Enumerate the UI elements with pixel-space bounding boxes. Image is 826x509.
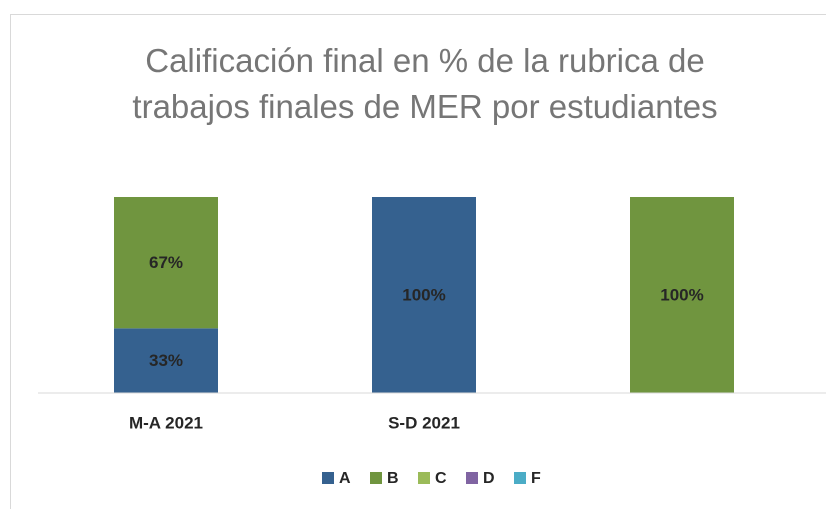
data-label: 33% — [149, 351, 183, 370]
chart-frame — [10, 14, 826, 509]
bar-segment — [114, 328, 218, 393]
x-tick-label: M-A 2021 — [129, 413, 203, 432]
bar-segment — [630, 197, 734, 393]
legend-swatch — [418, 472, 430, 484]
bar-segment — [372, 197, 476, 393]
legend-label: F — [531, 470, 541, 487]
legend-swatch — [514, 472, 526, 484]
bar-segment — [114, 197, 218, 329]
data-label: 100% — [660, 285, 703, 304]
legend-label: B — [387, 470, 399, 487]
legend-label: A — [339, 470, 351, 487]
legend-label: D — [483, 470, 495, 487]
data-label: 67% — [149, 253, 183, 272]
x-tick-label: S-D 2021 — [388, 413, 460, 432]
chart-title: Calificación final en % de la rubrica de… — [132, 42, 718, 125]
legend-swatch — [370, 472, 382, 484]
data-label: 100% — [402, 285, 445, 304]
legend-label: C — [435, 470, 447, 487]
legend-swatch — [322, 472, 334, 484]
legend-swatch — [466, 472, 478, 484]
